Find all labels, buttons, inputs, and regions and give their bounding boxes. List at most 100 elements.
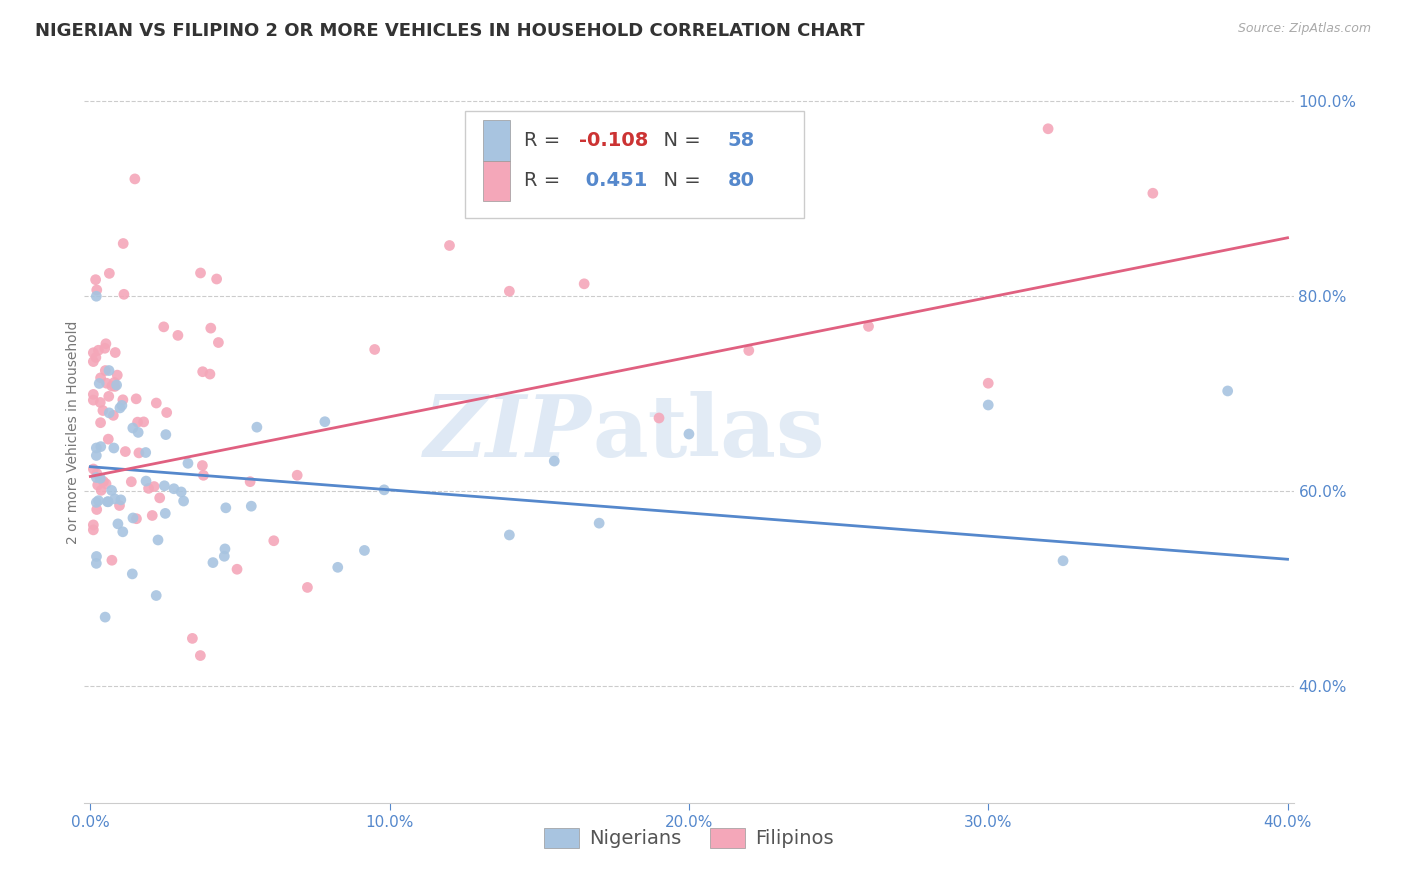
Text: NIGERIAN VS FILIPINO 2 OR MORE VEHICLES IN HOUSEHOLD CORRELATION CHART: NIGERIAN VS FILIPINO 2 OR MORE VEHICLES … xyxy=(35,22,865,40)
Point xyxy=(141,508,163,523)
Point xyxy=(94,341,117,355)
Point xyxy=(155,427,177,442)
Point xyxy=(108,401,131,415)
Point xyxy=(114,444,136,458)
Point xyxy=(121,566,143,581)
Point xyxy=(107,516,129,531)
Text: atlas: atlas xyxy=(592,391,825,475)
Point xyxy=(373,483,395,497)
Point xyxy=(193,468,215,483)
Point xyxy=(101,379,124,393)
Point xyxy=(127,415,149,429)
Point xyxy=(84,273,107,287)
Point xyxy=(1036,121,1059,136)
Point xyxy=(98,406,121,420)
Point xyxy=(363,343,385,357)
Point xyxy=(96,494,118,508)
Point xyxy=(97,389,120,403)
Point xyxy=(89,471,111,485)
Point xyxy=(103,376,125,390)
Point xyxy=(246,420,269,434)
Point xyxy=(125,512,148,526)
Bar xyxy=(484,161,510,202)
Text: R =: R = xyxy=(524,171,567,190)
Point xyxy=(678,427,700,442)
Point xyxy=(124,172,146,186)
Text: Source: ZipAtlas.com: Source: ZipAtlas.com xyxy=(1237,22,1371,36)
Point xyxy=(1216,384,1239,398)
Point xyxy=(977,398,1000,412)
Point xyxy=(201,556,224,570)
Point xyxy=(145,589,167,603)
Point xyxy=(90,483,112,498)
Point xyxy=(82,517,104,532)
Point xyxy=(314,415,336,429)
Y-axis label: 2 or more Vehicles in Household: 2 or more Vehicles in Household xyxy=(66,321,80,544)
Point xyxy=(82,345,104,359)
Point xyxy=(86,478,108,492)
Point xyxy=(173,494,195,508)
Point xyxy=(104,379,127,393)
Point xyxy=(86,549,108,564)
Point xyxy=(858,319,880,334)
Point xyxy=(111,399,134,413)
Point xyxy=(111,392,134,407)
Point xyxy=(86,289,108,303)
Point xyxy=(98,266,121,280)
Point xyxy=(207,335,229,350)
Point xyxy=(143,479,166,493)
FancyBboxPatch shape xyxy=(465,111,804,218)
Point xyxy=(100,483,122,498)
Point xyxy=(353,543,375,558)
Point xyxy=(170,485,193,500)
Point xyxy=(226,562,249,576)
Point xyxy=(190,266,212,280)
Point xyxy=(101,553,124,567)
Point xyxy=(167,328,190,343)
Point xyxy=(86,557,108,571)
Point xyxy=(84,351,107,365)
Point xyxy=(191,365,214,379)
Point xyxy=(86,441,108,455)
Point xyxy=(214,549,236,564)
Point xyxy=(93,475,115,489)
Point xyxy=(110,492,132,507)
Text: 0.451: 0.451 xyxy=(579,171,647,190)
Point xyxy=(89,395,111,409)
Point xyxy=(156,405,179,419)
Point xyxy=(588,516,610,531)
Point xyxy=(89,376,111,391)
Legend: Nigerians, Filipinos: Nigerians, Filipinos xyxy=(537,820,841,856)
Point xyxy=(153,479,176,493)
Point xyxy=(103,441,125,455)
Point xyxy=(86,470,108,484)
Point xyxy=(111,524,134,539)
Point xyxy=(103,409,125,423)
Point xyxy=(177,456,200,470)
Point xyxy=(215,500,238,515)
Point xyxy=(82,387,104,401)
Point xyxy=(91,403,114,417)
Point xyxy=(112,236,135,251)
Point xyxy=(326,560,349,574)
Point xyxy=(146,533,169,547)
Point xyxy=(104,345,127,359)
Point xyxy=(132,415,155,429)
Point xyxy=(127,425,149,440)
Point xyxy=(1052,554,1074,568)
Text: -0.108: -0.108 xyxy=(579,130,648,150)
Point xyxy=(498,284,520,298)
Point xyxy=(94,336,117,351)
Point xyxy=(86,502,108,516)
Point xyxy=(439,238,461,252)
Text: 80: 80 xyxy=(728,171,755,190)
Point xyxy=(86,449,108,463)
Point xyxy=(86,495,108,509)
Point xyxy=(108,499,131,513)
Point xyxy=(82,523,104,537)
Point xyxy=(163,482,186,496)
Point xyxy=(152,319,174,334)
Point xyxy=(297,581,319,595)
Point xyxy=(135,474,157,488)
Point xyxy=(239,475,262,489)
